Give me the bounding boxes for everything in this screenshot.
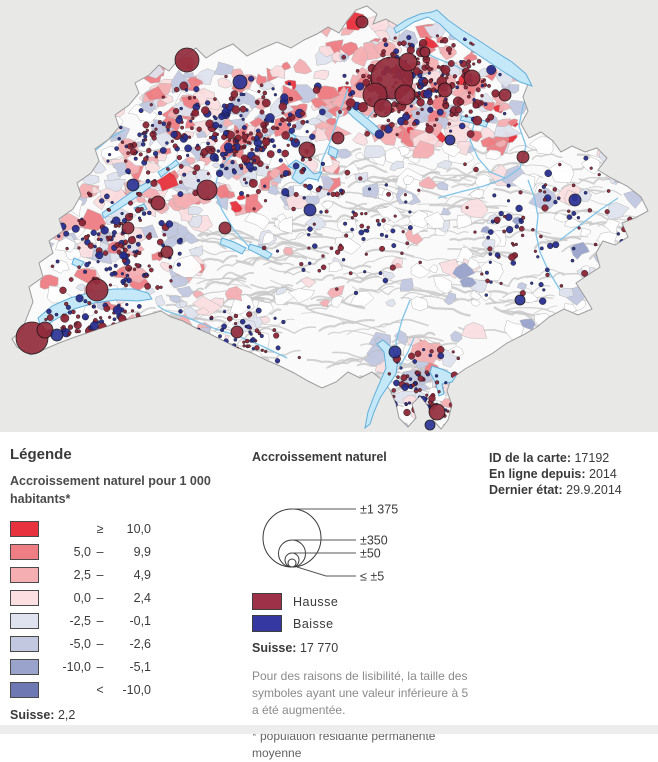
- legend-class-to: 4,9: [133, 567, 151, 582]
- legend-class-row: 5,0– 9,9: [10, 540, 244, 563]
- svg-text:±50: ±50: [360, 547, 381, 561]
- legend-class-from: -5,0: [69, 636, 91, 651]
- symbol-suisse-line: Suisse: 17 770: [252, 641, 482, 655]
- map-switzerland[interactable]: [0, 0, 658, 432]
- legend-class-operator: <: [96, 682, 104, 697]
- last-state-label: Dernier état:: [489, 483, 563, 497]
- legend-class-to: -10,0: [122, 682, 152, 697]
- legend-suisse-line: Suisse: 2,2: [10, 708, 244, 722]
- legend-subtitle: Accroissement naturel pour 1 000 habitan…: [10, 474, 211, 506]
- symbol-size-diagram: ±1 375 ±350±50 ≤ ±5: [262, 503, 398, 584]
- baisse-swatch: [252, 615, 282, 632]
- legibility-note: Pour des raisons de lisibilité, la taill…: [252, 669, 469, 717]
- switzerland-choropleth-map[interactable]: [0, 0, 658, 432]
- legend-class-operator: –: [96, 567, 104, 582]
- legend-class-operator: ≥: [96, 521, 104, 536]
- baisse-label: Baisse: [293, 616, 334, 631]
- map-metadata: ID de la carte: 17192 En ligne depuis: 2…: [489, 450, 657, 498]
- symbol-dots-layer: [44, 30, 633, 427]
- legend-class-operator: –: [96, 544, 104, 559]
- legend-class-list: ≥10,0 5,0–9,9 2,5–4,9 0,0–2,4 -2,5– -0,1 -5,0–…: [10, 517, 244, 701]
- legend-class-row: < -10,0: [10, 678, 244, 701]
- legend-title: Légende: [10, 446, 72, 463]
- legend-class-row: ≥10,0: [10, 517, 244, 540]
- legend-class-operator: –: [96, 659, 104, 674]
- legend-class-to: 9,9: [133, 544, 151, 559]
- legend-class-from: -10,0: [62, 659, 92, 674]
- legend-class-operator: –: [96, 613, 104, 628]
- hausse-label: Hausse: [293, 594, 339, 609]
- legend-class-row: -10,0– -5,1: [10, 655, 244, 678]
- online-since-value: 2014: [589, 467, 617, 481]
- legend-class-to: -2,6: [129, 636, 151, 651]
- legend-class-swatch: [10, 543, 39, 560]
- map-id-label: ID de la carte:: [489, 451, 571, 465]
- svg-text:±350: ±350: [360, 534, 388, 548]
- legend-class-from: -2,5: [69, 613, 91, 628]
- legend-panel: Légende Accroissement naturel pour 1 000…: [10, 446, 244, 722]
- legend-class-to: -5,1: [129, 659, 151, 674]
- legend-class-from: 0,0: [73, 590, 91, 605]
- legend-class-row: -5,0– -2,6: [10, 632, 244, 655]
- legend-class-swatch: [10, 566, 39, 583]
- legend-class-from: 2,5: [73, 567, 91, 582]
- suisse-label: Suisse:: [10, 708, 55, 722]
- legend-class-operator: –: [96, 636, 104, 651]
- legend-class-swatch: [10, 635, 39, 652]
- hausse-swatch: [252, 593, 282, 610]
- legend-class-row: 2,5– 4,9: [10, 563, 244, 586]
- symbol-panel: Accroissement naturel ±1 375 ±350 ±50 ≤ ±5 …: [252, 450, 482, 762]
- city-symbols-layer: [15, 15, 582, 431]
- baisse-row: Baisse: [252, 615, 482, 632]
- suisse-label: Suisse:: [252, 641, 297, 655]
- legend-class-swatch: [10, 520, 39, 537]
- legend-class-operator: –: [96, 590, 104, 605]
- footer-bar: [0, 725, 658, 734]
- legend-class-swatch: [10, 681, 39, 698]
- map-id-value: 17192: [574, 451, 610, 465]
- svg-text:≤ ±5: ≤ ±5: [360, 570, 384, 584]
- suisse-value: 2,2: [57, 708, 76, 722]
- suisse-value: 17 770: [299, 641, 339, 655]
- hausse-row: Hausse: [252, 593, 482, 610]
- online-since-row: En ligne depuis: 2014: [489, 466, 657, 482]
- legend-class-swatch: [10, 589, 39, 606]
- last-state-row: Dernier état: 29.9.2014: [489, 482, 657, 498]
- lakes-layer: [37, 9, 533, 430]
- legend-class-swatch: [10, 658, 39, 675]
- legend-class-to: 2,4: [133, 590, 151, 605]
- symbol-title: Accroissement naturel: [252, 450, 387, 464]
- map-id-row: ID de la carte: 17192: [489, 450, 657, 466]
- legend-class-from: 5,0: [73, 544, 91, 559]
- legend-class-row: 0,0– 2,4: [10, 586, 244, 609]
- last-state-value: 29.9.2014: [566, 483, 622, 497]
- legend-class-row: -2,5– -0,1: [10, 609, 244, 632]
- legend-class-to: -0,1: [129, 613, 151, 628]
- online-since-label: En ligne depuis:: [489, 467, 586, 481]
- legend-class-to: 10,0: [126, 521, 151, 536]
- legend-class-swatch: [10, 612, 39, 629]
- svg-text:±1 375: ±1 375: [360, 503, 398, 517]
